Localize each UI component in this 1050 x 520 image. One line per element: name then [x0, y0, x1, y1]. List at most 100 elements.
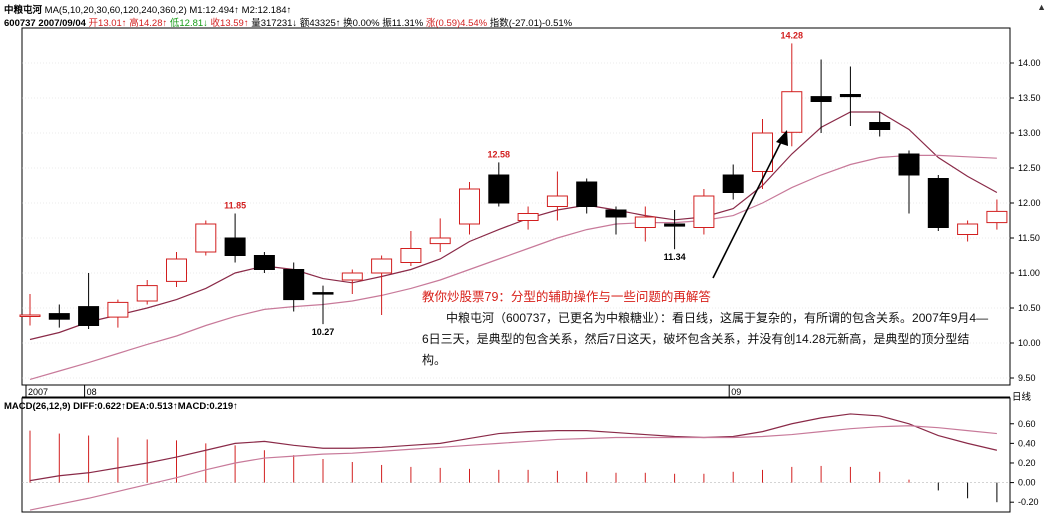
candle[interactable] [605, 206, 627, 235]
macd-tick-label: -0.20 [1018, 497, 1039, 507]
candle-body [107, 301, 129, 318]
extreme-price-label: 12.58 [488, 149, 511, 159]
candle-body [195, 223, 217, 253]
macd-lines [29, 413, 998, 511]
candle[interactable] [986, 199, 1008, 230]
candle-body [283, 269, 305, 301]
annotation-body: 中粮屯河（600737，已更名为中粮糖业）：看日线，这属于复杂的，有所谓的包含关… [422, 308, 992, 371]
candle-body [341, 272, 363, 281]
candle-body [19, 314, 41, 317]
kline-moving-averages [29, 111, 998, 380]
candle-body [986, 210, 1008, 224]
candle[interactable] [634, 206, 656, 242]
header-line-2: 600737 2007/09/04 开13.01↑ 高14.28↑ 低12.81… [4, 15, 572, 29]
price-tick-label: 12.50 [1018, 163, 1041, 173]
candle[interactable] [48, 304, 70, 328]
price-tick-label: 14.00 [1018, 58, 1041, 68]
annotation-body-text: 中粮屯河（600737，已更名为中粮糖业）：看日线，这属于复杂的，有所谓的包含关… [422, 311, 989, 367]
candle-body [517, 213, 539, 221]
candle[interactable] [224, 213, 246, 263]
macd-tick-label: 0.00 [1018, 478, 1036, 488]
candle-body [605, 209, 627, 218]
low-value: 低12.81↓ [169, 18, 208, 29]
amplitude-value: 振11.31% [382, 18, 424, 29]
candle[interactable] [664, 210, 686, 250]
candle-body [869, 122, 891, 130]
price-tick-label: 13.00 [1018, 128, 1041, 138]
candle[interactable] [107, 299, 129, 328]
date-tick-label: 09 [731, 387, 741, 397]
candle[interactable] [810, 59, 832, 134]
candle-body [136, 285, 158, 302]
candle[interactable] [195, 220, 217, 256]
candle-body [722, 174, 744, 193]
candle[interactable] [312, 285, 334, 325]
macd-tick-label: 0.40 [1018, 438, 1036, 448]
candle-body [752, 132, 773, 172]
candle[interactable] [429, 218, 451, 252]
diff-line [29, 413, 998, 482]
candle[interactable] [283, 262, 305, 312]
candle[interactable] [927, 175, 949, 231]
price-tick-label: 11.50 [1018, 233, 1040, 243]
ma-line-2 [29, 154, 997, 380]
macd-header: MACD(26,12,9) DIFF:0.622↑DEA:0.513↑MACD:… [4, 401, 238, 412]
kline-price-labels: 11.85 10.27 12.58 11.34 14.28 [224, 30, 803, 337]
chart-frame [21, 27, 1011, 513]
candle[interactable] [166, 252, 187, 287]
code-date: 600737 2007/09/04 [4, 18, 86, 29]
candle-body [634, 216, 656, 228]
candle[interactable] [19, 294, 41, 326]
macd-histogram [29, 430, 998, 503]
candle[interactable] [488, 162, 510, 207]
candle[interactable] [576, 178, 598, 214]
kline-candles[interactable] [19, 43, 1008, 329]
candle[interactable] [136, 280, 158, 305]
macd-tick-label: 0.60 [1018, 419, 1036, 429]
price-tick-label: 10.50 [1018, 303, 1041, 313]
candle[interactable] [957, 220, 979, 242]
date-tick-label: 08 [87, 387, 97, 397]
scroll-control[interactable]: ▲ [1037, 2, 1046, 12]
chevron-up-icon[interactable]: ▲ [1037, 2, 1046, 12]
macd-panel-border [21, 397, 1011, 513]
candle[interactable] [341, 269, 363, 295]
annotation-arrow [712, 130, 788, 279]
candle[interactable] [693, 189, 715, 235]
ma-params: MA(5,10,20,30,60,120,240,360,2) [44, 5, 187, 16]
candle[interactable] [400, 231, 422, 266]
candle[interactable] [898, 150, 920, 214]
price-tick-label: 9.50 [1018, 373, 1036, 383]
stock-name: 中粮屯河 [4, 5, 43, 16]
candle[interactable] [752, 119, 773, 189]
high-value: 高14.28↑ [129, 18, 168, 29]
candle[interactable] [546, 171, 568, 221]
macd-axis: -0.20 0.00 0.20 0.40 0.60 [22, 419, 1039, 507]
candle-body [400, 248, 422, 263]
header-line-1: 中粮屯河 MA(5,10,20,30,60,120,240,360,2) M1:… [4, 2, 291, 16]
candle[interactable] [459, 182, 480, 235]
price-tick-label: 12.00 [1018, 198, 1041, 208]
candle[interactable] [781, 43, 803, 147]
candle[interactable] [517, 206, 539, 230]
extreme-price-label: 10.27 [312, 327, 335, 337]
candle-body [576, 181, 598, 207]
candle-body [78, 306, 100, 327]
candle[interactable] [839, 66, 861, 127]
candle[interactable] [253, 252, 275, 273]
close-value: 收13.59↑ [210, 18, 249, 29]
candle-body [166, 258, 187, 282]
kline-panel-border [21, 27, 1011, 386]
extreme-price-label: 11.85 [224, 201, 246, 211]
candle-body [810, 96, 832, 102]
period-label[interactable]: 日线 [1012, 392, 1032, 403]
volume-value: 量317231↓ [251, 18, 298, 29]
macd-values: MACD(26,12,9) DIFF:0.622↑DEA:0.513↑MACD:… [4, 401, 238, 412]
candle[interactable] [722, 164, 744, 200]
candle[interactable] [371, 255, 393, 316]
price-tick-label: 10.00 [1018, 338, 1041, 348]
candle[interactable] [78, 273, 100, 329]
candle[interactable] [869, 112, 891, 137]
m2-value: M2:12.184↑ [241, 5, 292, 16]
